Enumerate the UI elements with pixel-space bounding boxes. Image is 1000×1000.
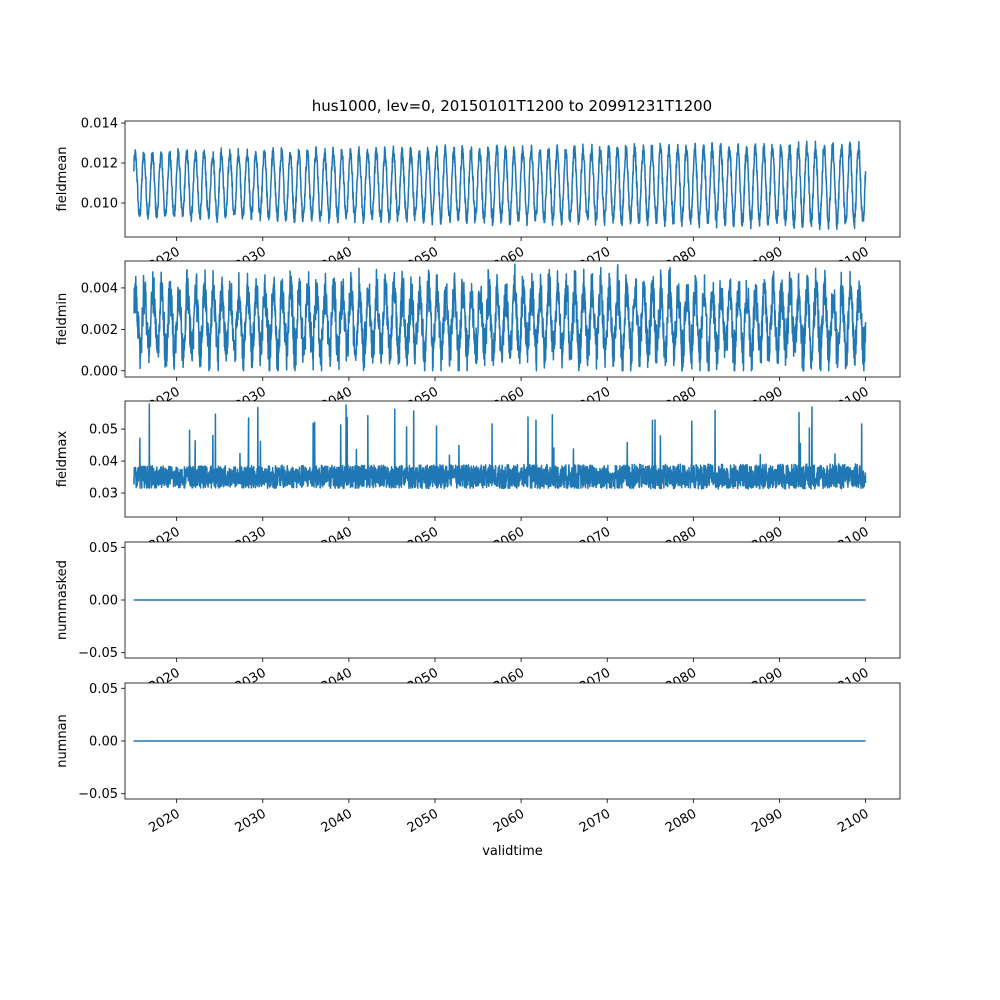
y-tick-label-fieldmin: 0.004 <box>81 281 118 296</box>
axes-frame-fieldmean <box>124 120 901 238</box>
axes-background-fieldmax <box>125 401 900 517</box>
y-tick-label-fieldmax: 0.04 <box>89 455 118 470</box>
y-axis-label-fieldmean: fieldmean <box>55 147 70 212</box>
y-tick-label-numnan: −0.05 <box>78 787 118 802</box>
chart-title: hus1000, lev=0, 20150101T1200 to 2099123… <box>312 97 712 115</box>
series-line-fieldmin <box>132 263 867 372</box>
y-axis-label-fieldmin: fieldmin <box>55 293 70 346</box>
y-tick-label-fieldmin: 0.002 <box>81 323 118 338</box>
axes-frame-fieldmin <box>124 260 901 378</box>
y-tick-label-nummasked: 0.05 <box>89 541 118 556</box>
y-tick-label-fieldmean: 0.012 <box>81 157 118 172</box>
y-axis-label-fieldmax: fieldmax <box>55 431 70 488</box>
y-tick-label-fieldmax: 0.05 <box>89 423 118 438</box>
y-tick-label-numnan: 0.00 <box>89 735 118 750</box>
y-tick-label-nummasked: −0.05 <box>78 646 118 661</box>
y-tick-label-fieldmax: 0.03 <box>89 487 118 502</box>
x-axis-label: validtime <box>482 844 543 859</box>
y-tick-label-fieldmean: 0.010 <box>81 197 118 212</box>
y-tick-label-fieldmean: 0.014 <box>81 117 118 132</box>
axes-frame-fieldmax <box>124 400 901 518</box>
series-line-fieldmax <box>133 403 867 490</box>
series-line-fieldmean <box>133 140 867 231</box>
y-tick-label-numnan: 0.05 <box>89 682 118 697</box>
y-tick-label-fieldmin: 0.000 <box>81 364 118 379</box>
y-axis-label-numnan: numnan <box>55 714 70 768</box>
y-axis-label-nummasked: nummasked <box>55 560 70 640</box>
y-tick-label-nummasked: 0.00 <box>89 594 118 609</box>
